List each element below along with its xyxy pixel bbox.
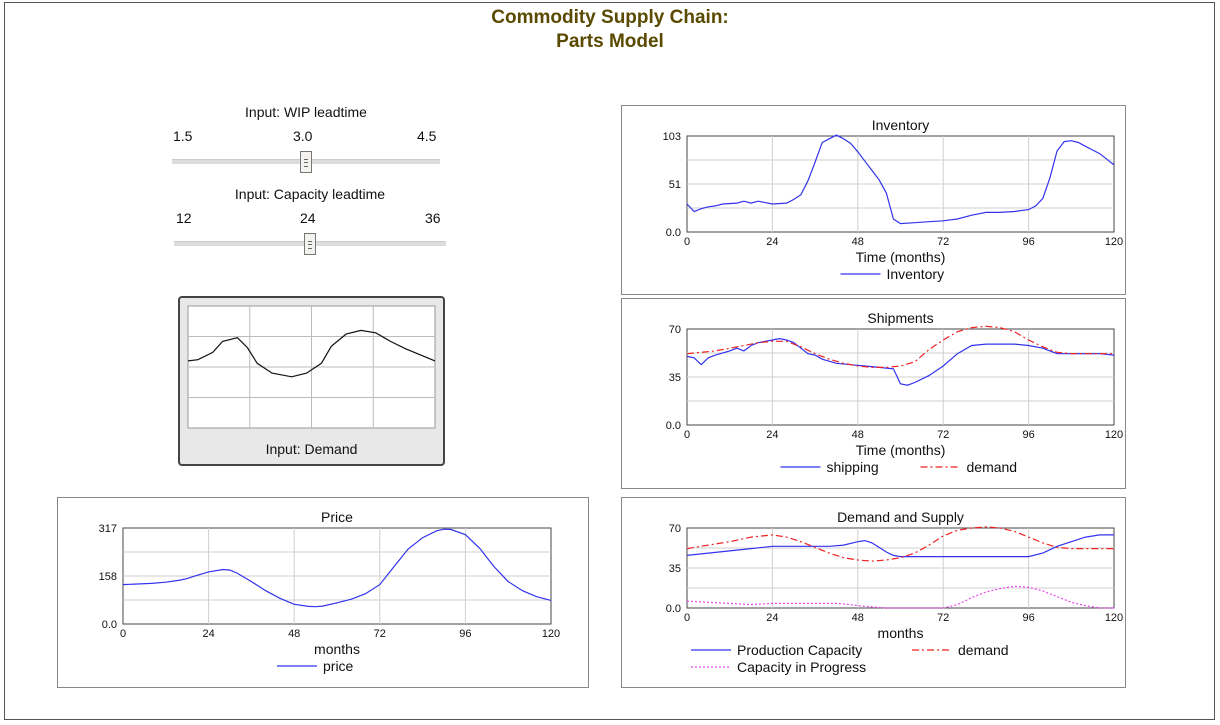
y-tick-label: 35: [669, 372, 681, 384]
shipments-panel: Shipments 0 24 48 72 96 120 0.0 35 70 Time (months…: [621, 298, 1126, 489]
x-tick-label: 72: [374, 628, 386, 640]
capacity-min-tick: 12: [176, 210, 192, 226]
x-tick-label: 120: [542, 628, 560, 640]
demand-input-graph[interactable]: Input: Demand: [178, 296, 445, 466]
inventory-panel: Inventory 0 24 48 72 96 120 0.0 51 103 Time (month…: [621, 105, 1126, 295]
series-line-production-capacity: [686, 534, 1114, 558]
series-line-demand: [686, 325, 1114, 368]
x-tick-label: 0: [684, 612, 690, 624]
legend-label: Capacity in Progress: [737, 659, 866, 675]
demand-supply-chart: Demand and Supply 0 24 48 72 96 120 0.0 35 70 mont…: [666, 509, 1123, 675]
series-line-inventory: [686, 134, 1115, 225]
chart-title: Inventory: [872, 117, 930, 133]
x-tick-label: 24: [766, 429, 778, 441]
x-tick-label: 0: [684, 236, 690, 248]
demand-curve: [187, 329, 436, 378]
y-tick-label: 103: [663, 131, 681, 143]
y-tick-label: 0.0: [666, 603, 681, 615]
y-tick-label: 70: [669, 523, 681, 535]
x-tick-label: 24: [202, 628, 214, 640]
x-tick-label: 120: [1105, 429, 1123, 441]
capacity-leadtime-slider-thumb[interactable]: [304, 233, 316, 255]
x-axis-label: months: [878, 625, 924, 641]
wip-max-tick: 4.5: [417, 128, 437, 144]
x-tick-label: 48: [852, 612, 864, 624]
x-tick-label: 96: [1022, 236, 1034, 248]
x-tick-label: 96: [1022, 612, 1034, 624]
legend-label: demand: [958, 642, 1009, 658]
y-tick-label: 158: [99, 571, 117, 583]
demand-supply-panel: Demand and Supply 0 24 48 72 96 120 0.0 35 70 mont…: [621, 497, 1126, 688]
x-tick-label: 0: [684, 429, 690, 441]
chart-title: Shipments: [867, 310, 933, 326]
x-axis-label: months: [314, 641, 360, 657]
x-tick-label: 96: [1022, 429, 1034, 441]
x-tick-label: 72: [937, 236, 949, 248]
inventory-chart: Inventory 0 24 48 72 96 120 0.0 51 103 Time (month…: [663, 117, 1124, 282]
y-tick-label: 0.0: [102, 619, 117, 631]
wip-min-tick: 1.5: [173, 128, 193, 144]
y-tick-label: 0.0: [666, 420, 681, 432]
chart-title: Price: [321, 509, 353, 525]
wip-leadtime-slider-thumb[interactable]: [300, 151, 312, 173]
x-tick-label: 24: [766, 236, 778, 248]
demand-input-label: Input: Demand: [265, 441, 358, 457]
x-tick-label: 120: [1105, 612, 1123, 624]
demand-input-plot[interactable]: [180, 298, 443, 438]
legend-label: Production Capacity: [737, 642, 862, 658]
series-line-demand: [686, 526, 1114, 562]
x-tick-label: 48: [288, 628, 300, 640]
capacity-leadtime-label: Input: Capacity leadtime: [234, 186, 386, 202]
x-tick-label: 24: [766, 612, 778, 624]
x-tick-label: 48: [852, 236, 864, 248]
y-tick-label: 70: [669, 324, 681, 336]
series-line-price: [122, 528, 552, 608]
x-tick-label: 72: [937, 429, 949, 441]
page-subtitle: Parts Model: [556, 31, 664, 52]
x-tick-label: 96: [459, 628, 471, 640]
shipments-chart: Shipments 0 24 48 72 96 120 0.0 35 70 Time (months…: [666, 310, 1123, 475]
wip-leadtime-label: Input: WIP leadtime: [245, 104, 367, 120]
y-tick-label: 317: [99, 523, 117, 535]
series-line-capacity-in-progress: [686, 585, 1114, 609]
page-title: Commodity Supply Chain:: [491, 7, 729, 28]
capacity-mid-tick: 24: [300, 210, 316, 226]
legend-label: shipping: [827, 459, 879, 475]
x-tick-label: 72: [937, 612, 949, 624]
wip-mid-tick: 3.0: [293, 128, 313, 144]
x-axis-label: Time (months): [856, 249, 946, 265]
x-tick-label: 0: [120, 628, 126, 640]
series-line-shipping: [686, 337, 1115, 386]
price-panel: Price 0 24 48 72 96 120 0.0 158 317 months price: [57, 497, 589, 688]
x-tick-label: 120: [1105, 236, 1123, 248]
chart-title: Demand and Supply: [837, 509, 964, 525]
legend-label: price: [323, 658, 354, 674]
x-axis-label: Time (months): [856, 442, 946, 458]
x-tick-label: 48: [852, 429, 864, 441]
capacity-max-tick: 36: [425, 210, 441, 226]
y-tick-label: 35: [669, 563, 681, 575]
legend-label: Inventory: [887, 266, 945, 282]
y-tick-label: 51: [669, 179, 681, 191]
y-tick-label: 0.0: [666, 227, 681, 239]
legend-label: demand: [967, 459, 1018, 475]
app-frame: [4, 2, 1215, 720]
